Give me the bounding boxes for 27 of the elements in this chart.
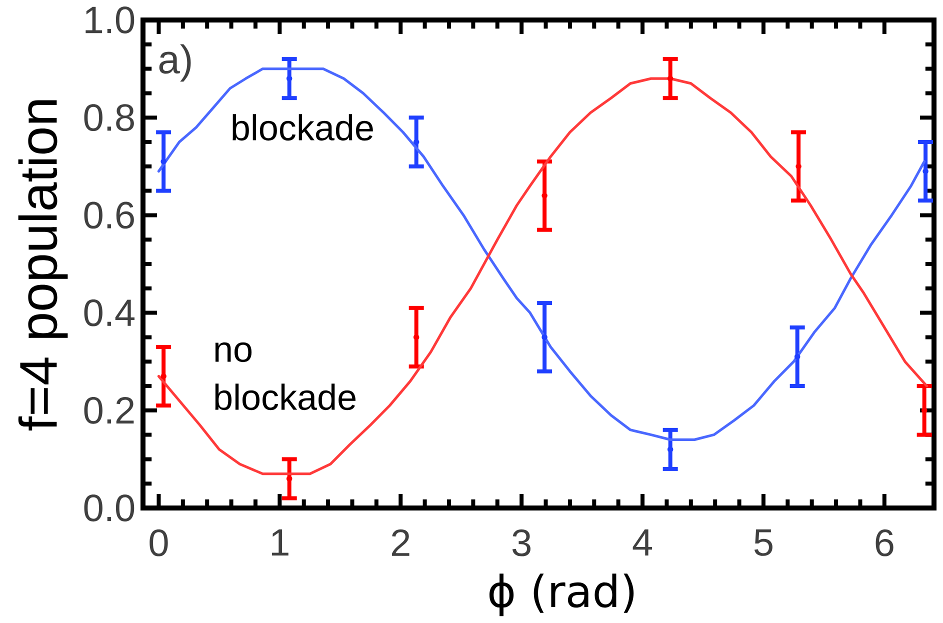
y-tick-label: 1.0	[86, 6, 134, 34]
point	[667, 446, 674, 452]
y-tick-label: 0.8	[84, 104, 134, 132]
annotation: a)	[159, 44, 191, 82]
point	[667, 76, 674, 82]
x-tick-label: 4	[632, 529, 652, 556]
point	[796, 164, 802, 170]
point	[921, 408, 928, 414]
y-tick-label: 0.0	[84, 494, 134, 522]
point	[413, 139, 420, 145]
x-tick-label: 5	[754, 529, 772, 556]
series-label: blockade	[232, 114, 373, 141]
x-tick-label: 1	[272, 529, 288, 556]
y-tick-label: 0.6	[84, 202, 134, 229]
y-tick-label: 0.2	[84, 396, 134, 424]
x-axis-title: ϕ (rad)	[489, 574, 634, 616]
x-tick-label: 0	[150, 529, 168, 556]
x-tick-label: 6	[876, 529, 894, 556]
y-tick-label: 0.4	[84, 299, 134, 326]
point	[542, 334, 548, 340]
y-axis-title: f=4 population	[18, 100, 68, 430]
x-tick-label: 2	[392, 529, 410, 556]
point	[160, 158, 166, 164]
series-label: no blockade	[215, 342, 356, 410]
x-tick-label: 3	[512, 529, 530, 556]
point	[286, 76, 292, 82]
point	[794, 354, 800, 360]
